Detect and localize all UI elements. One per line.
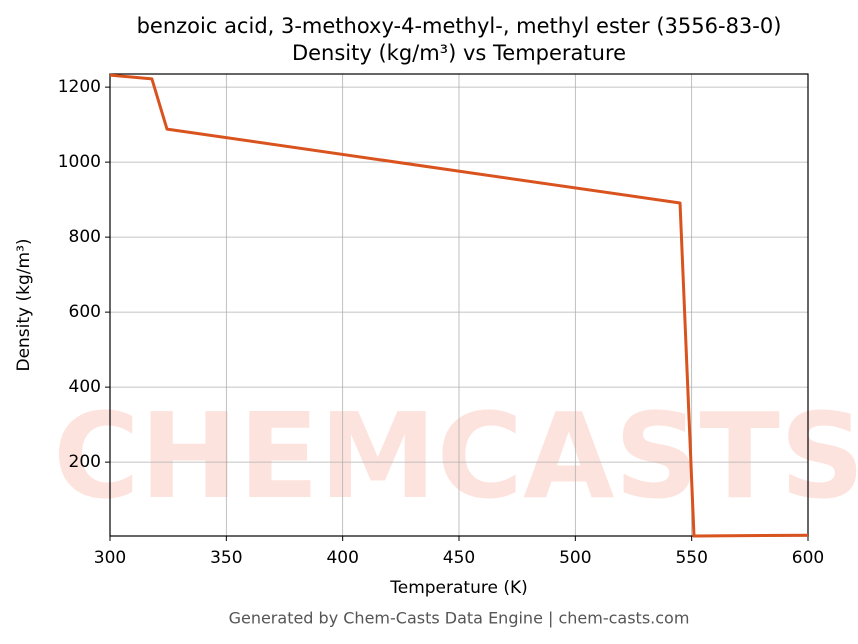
x-tick-label: 350 (210, 548, 242, 568)
x-axis-label: Temperature (K) (389, 578, 528, 598)
data-line (109, 73, 809, 538)
y-tick-label: 400 (69, 377, 101, 397)
footer: Generated by Chem-Casts Data Engine | ch… (229, 609, 690, 628)
x-tick-label: 400 (326, 548, 358, 568)
x-tick-label: 600 (792, 548, 824, 568)
y-tick-label: 200 (69, 452, 101, 472)
y-tick-label: 600 (69, 302, 101, 322)
y-tick-label: 800 (69, 227, 101, 247)
x-tick-label: 550 (675, 548, 707, 568)
chart-subtitle: Density (kg/m³) vs Temperature (292, 41, 626, 65)
x-tick-label: 450 (443, 548, 475, 568)
y-tick-label: 1200 (58, 77, 101, 97)
x-tick-label: 300 (94, 548, 126, 568)
y-tick-label: 1000 (58, 152, 101, 172)
x-tick-label: 500 (559, 548, 591, 568)
plot-frame (109, 73, 809, 537)
chart-title: benzoic acid, 3-methoxy-4-methyl-, methy… (137, 14, 782, 38)
watermark: CHEMCASTS (53, 387, 858, 525)
y-axis-label: Density (kg/m³) (14, 238, 34, 371)
